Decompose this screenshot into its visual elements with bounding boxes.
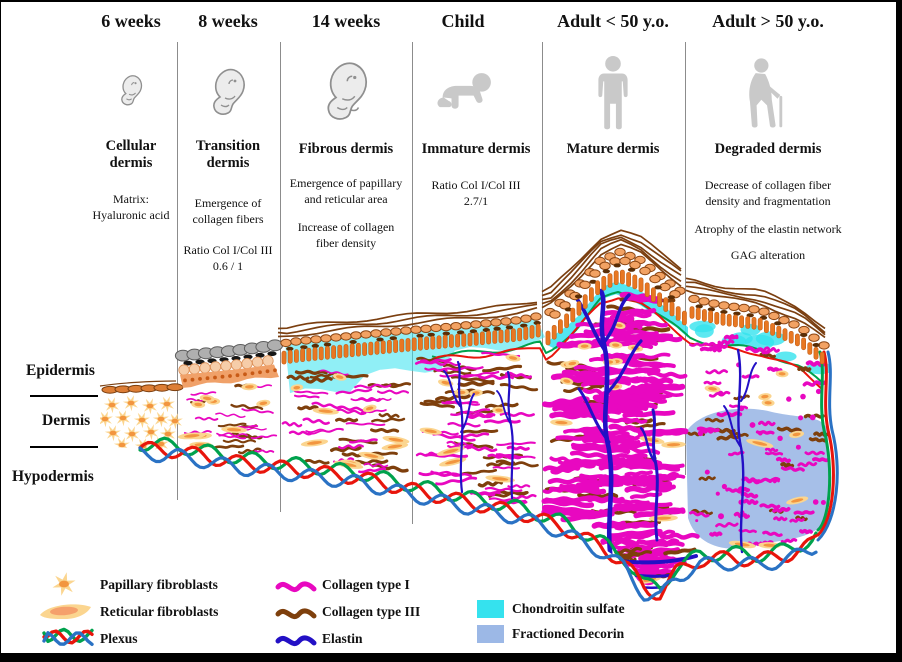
layer-separator-line xyxy=(30,395,98,397)
stage-description: Atrophy of the elastin network xyxy=(694,222,842,236)
legend-label-plexus: Plexus xyxy=(100,631,138,646)
stage-title-fibrous: Fibrous dermis xyxy=(298,141,394,157)
stage-description: Emergence of papillary and reticular area xyxy=(289,176,403,206)
timeline-header-8-weeks: 8 weeks xyxy=(198,11,258,31)
stage-description: Increase of collagen fiber density xyxy=(297,220,395,250)
plexus-swatch xyxy=(42,627,94,646)
fetus-large-icon xyxy=(327,62,368,120)
fetus-icon xyxy=(213,68,245,115)
column-divider xyxy=(412,42,413,524)
embryo-icon xyxy=(121,75,143,106)
adult-icon xyxy=(598,55,628,130)
column-divider xyxy=(685,42,686,475)
stage-description: Matrix: Hyaluronic acid xyxy=(92,192,170,222)
timeline-header-14-weeks: 14 weeks xyxy=(311,11,381,31)
legend-label-chondroitin-sulfate: Chondroitin sulfate xyxy=(512,601,625,616)
elastin-swatch xyxy=(275,635,317,647)
stage-description: Ratio Col I/Col III 2.7/1 xyxy=(431,178,521,208)
stage-title-transition: Transition dermis xyxy=(195,138,261,172)
timeline-header-6-weeks: 6 weeks xyxy=(101,11,161,31)
legend-label-fractioned-decorin: Fractioned Decorin xyxy=(512,626,625,641)
stage-description: Ratio Col I/Col III 0.6 / 1 xyxy=(183,243,273,273)
collagen-type-1-swatch xyxy=(275,581,317,593)
column-divider xyxy=(177,42,178,500)
timeline-header-adult-under-50: Adult < 50 y.o. xyxy=(557,11,669,31)
stage-title-immature: Immature dermis xyxy=(421,141,531,157)
reticular-fibroblast-swatch xyxy=(40,604,91,619)
legend-label-reticular-fibroblasts: Reticular fibroblasts xyxy=(100,604,219,619)
stage-description: GAG alteration xyxy=(730,248,806,262)
stage-title-degraded: Degraded dermis xyxy=(714,141,822,157)
layer-separator-line xyxy=(30,446,98,448)
legend-label-elastin: Elastin xyxy=(322,631,363,646)
layer-label-dermis: Dermis xyxy=(42,412,91,429)
collagen-type-3-swatch xyxy=(275,608,317,620)
crawling-baby-icon xyxy=(437,73,491,109)
chondroitin-sulfate-swatch xyxy=(477,600,504,618)
legend-label-collagen-type-1: Collagen type I xyxy=(322,577,410,592)
timeline-header-adult-over-50: Adult > 50 y.o. xyxy=(712,11,824,31)
stage-description: Decrease of collagen fiber density and fr… xyxy=(704,178,832,208)
layer-label-epidermis: Epidermis xyxy=(26,362,95,379)
timeline-header-child: Child xyxy=(441,11,485,31)
stage-title-cellular: Cellular dermis xyxy=(105,138,157,172)
papillary-fibroblast-swatch xyxy=(52,572,76,596)
legend-label-collagen-type-3: Collagen type III xyxy=(322,604,421,619)
fractioned-decorin-swatch xyxy=(477,625,504,643)
layer-label-hypodermis: Hypodermis xyxy=(12,468,94,485)
stage-title-mature: Mature dermis xyxy=(566,141,660,157)
column-divider xyxy=(280,42,281,512)
elderly-cane-icon xyxy=(749,58,783,128)
legend-label-papillary-fibroblasts: Papillary fibroblasts xyxy=(100,577,218,592)
stage-description: Emergence of collagen fibers xyxy=(192,196,264,226)
column-divider xyxy=(542,42,543,520)
